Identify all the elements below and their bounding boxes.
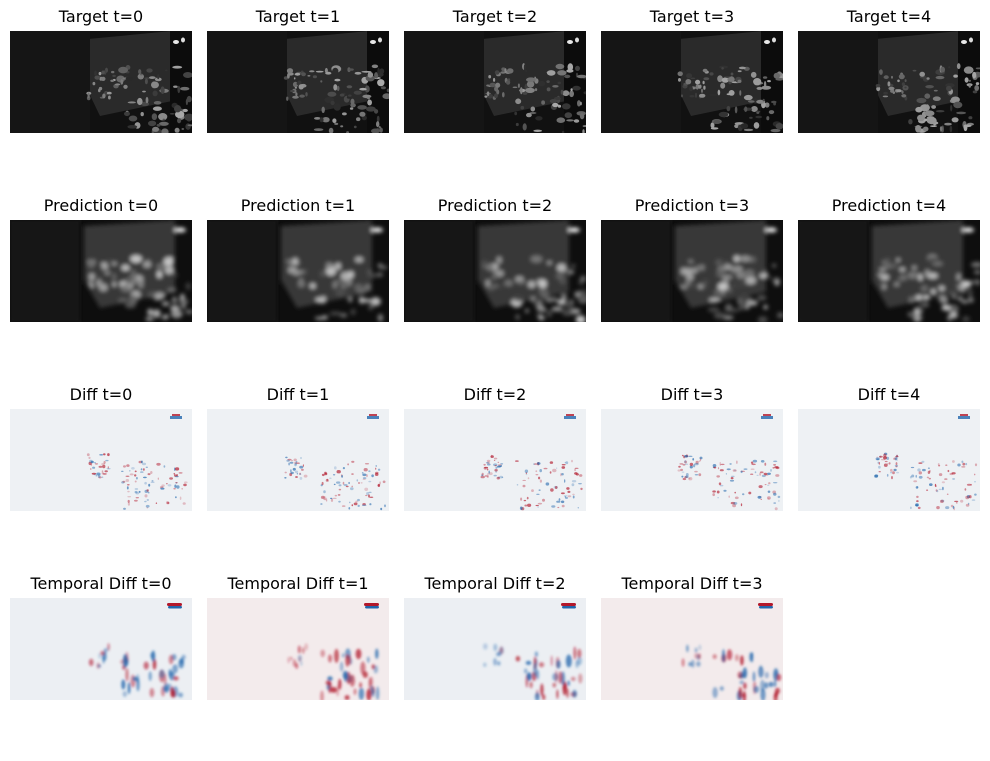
- target-image: [10, 31, 192, 133]
- diff-image: [601, 409, 783, 511]
- panel-title: Diff t=0: [69, 385, 133, 404]
- target-image: [404, 31, 586, 133]
- temporal-diff-image: [404, 598, 586, 700]
- panel-title: Temporal Diff t=1: [227, 574, 369, 593]
- diff-image: [798, 409, 980, 511]
- panel-title: Prediction t=0: [43, 196, 159, 215]
- diff-image: [207, 409, 389, 511]
- prediction-image: [404, 220, 586, 322]
- panel-title: Temporal Diff t=2: [424, 574, 566, 593]
- diff-image: [404, 409, 586, 511]
- prediction-image: [207, 220, 389, 322]
- panel-title: Diff t=4: [857, 385, 921, 404]
- panel-title: Target t=1: [255, 7, 341, 26]
- panel-title: Prediction t=2: [437, 196, 553, 215]
- panel-title: Target t=0: [58, 7, 144, 26]
- temporal-diff-image: [207, 598, 389, 700]
- panel-title: Prediction t=1: [240, 196, 356, 215]
- prediction-image: [601, 220, 783, 322]
- prediction-image: [10, 220, 192, 322]
- target-image: [207, 31, 389, 133]
- panel-title: Temporal Diff t=3: [621, 574, 763, 593]
- panel-title: Target t=3: [649, 7, 735, 26]
- panel-title: Target t=2: [452, 7, 538, 26]
- target-image: [601, 31, 783, 133]
- panel-title: Diff t=1: [266, 385, 330, 404]
- panel-title: Diff t=2: [463, 385, 527, 404]
- panel-title: Prediction t=4: [831, 196, 947, 215]
- target-image: [798, 31, 980, 133]
- diff-image: [10, 409, 192, 511]
- temporal-diff-image: [601, 598, 783, 700]
- panel-title: Target t=4: [846, 7, 932, 26]
- panel-title: Diff t=3: [660, 385, 724, 404]
- panel-title: Prediction t=3: [634, 196, 750, 215]
- prediction-image: [798, 220, 980, 322]
- panel-title: Temporal Diff t=0: [30, 574, 172, 593]
- temporal-diff-image: [10, 598, 192, 700]
